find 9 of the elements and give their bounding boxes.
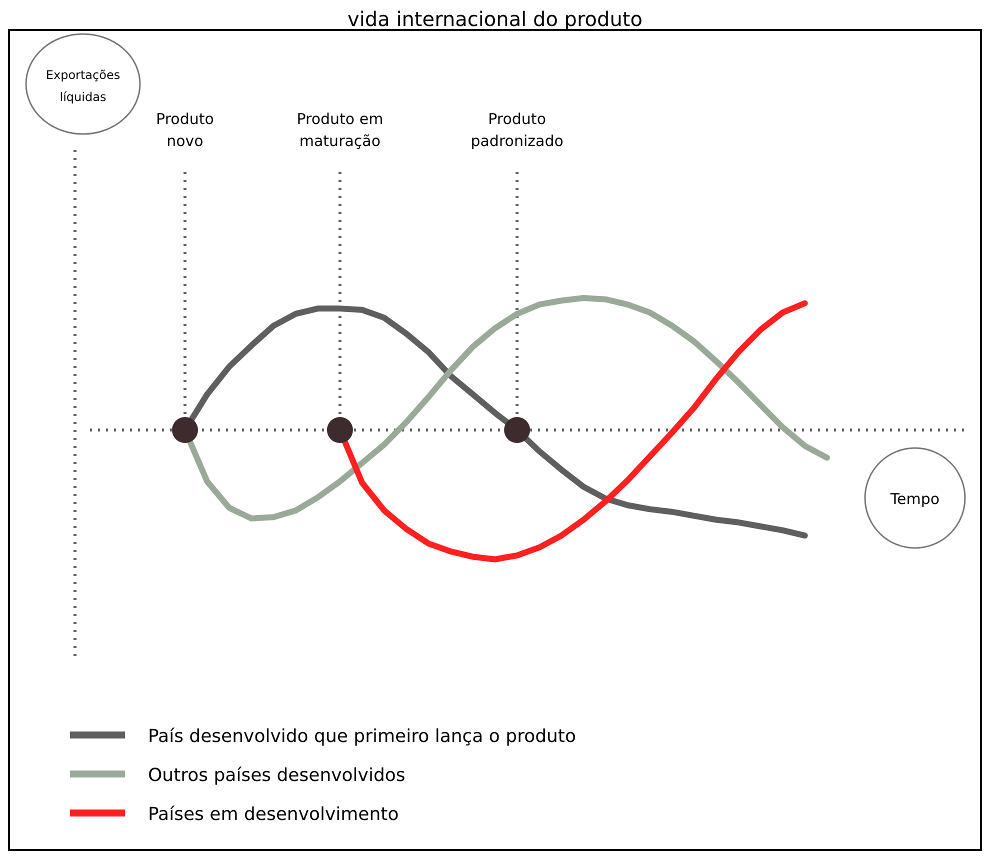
x-tick-label: Produto em maturação <box>296 110 384 150</box>
legend-label: País desenvolvido que primeiro lança o produto <box>148 726 576 747</box>
chart-title: vida internacional do produto <box>348 7 642 31</box>
y-axis-title: Exportações líquidas <box>46 68 120 104</box>
legend-label: Outros países desenvolvidos <box>148 765 406 786</box>
x-axis-title: Tempo <box>889 490 940 508</box>
legend-label: Países em desenvolvimento <box>148 804 399 825</box>
x-tick-label: Produto novo <box>156 110 214 150</box>
x-tick-label: Produto padronizado <box>470 110 564 150</box>
